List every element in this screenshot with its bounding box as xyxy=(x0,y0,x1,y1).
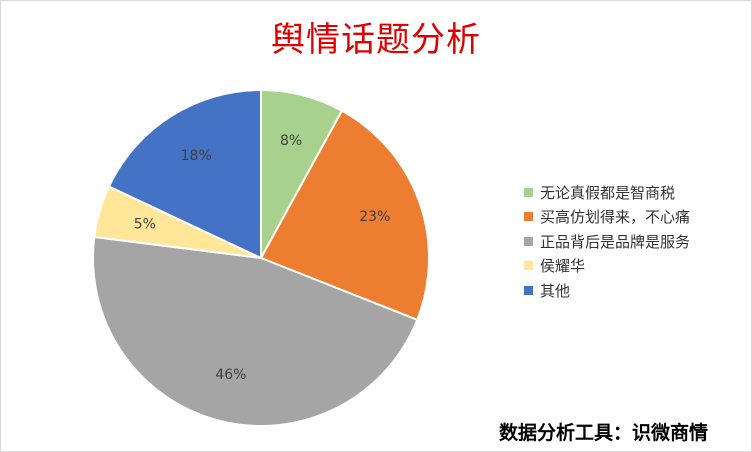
legend-swatch xyxy=(524,212,533,222)
slice-data-label: 5% xyxy=(134,216,156,232)
pie-slice-1 xyxy=(259,109,430,322)
legend-label: 买高仿划得来，不心痛 xyxy=(540,208,691,227)
footer-source: 数据分析工具：识微商情 xyxy=(498,422,708,444)
legend-label: 无论真假都是智商税 xyxy=(540,183,676,202)
legend-item: 其他 xyxy=(524,278,690,303)
pie-slice-4 xyxy=(107,88,262,260)
legend: 无论真假都是智商税 买高仿划得来，不心痛 正品背后是品牌是服务 侯耀华其他 xyxy=(524,180,690,303)
legend-item: 侯耀华 xyxy=(524,254,690,279)
legend-label: 侯耀华 xyxy=(540,257,586,276)
pie-slice-2 xyxy=(91,235,419,427)
slice-data-label: 23% xyxy=(359,209,390,225)
slice-data-label: 8% xyxy=(280,133,302,149)
legend-item: 无论真假都是智商税 xyxy=(524,180,690,205)
legend-swatch xyxy=(524,187,533,197)
legend-swatch xyxy=(524,261,533,271)
legend-item: 买高仿划得来，不心痛 xyxy=(524,205,690,230)
slice-data-label: 46% xyxy=(215,367,246,383)
legend-swatch xyxy=(524,285,533,295)
slice-data-label: 18% xyxy=(181,148,212,164)
legend-label: 正品背后是品牌是服务 xyxy=(540,232,691,251)
legend-label: 其他 xyxy=(540,281,571,300)
legend-swatch xyxy=(524,236,533,246)
legend-item: 正品背后是品牌是服务 xyxy=(524,229,690,254)
chart-title: 舆情话题分析 xyxy=(271,20,481,60)
